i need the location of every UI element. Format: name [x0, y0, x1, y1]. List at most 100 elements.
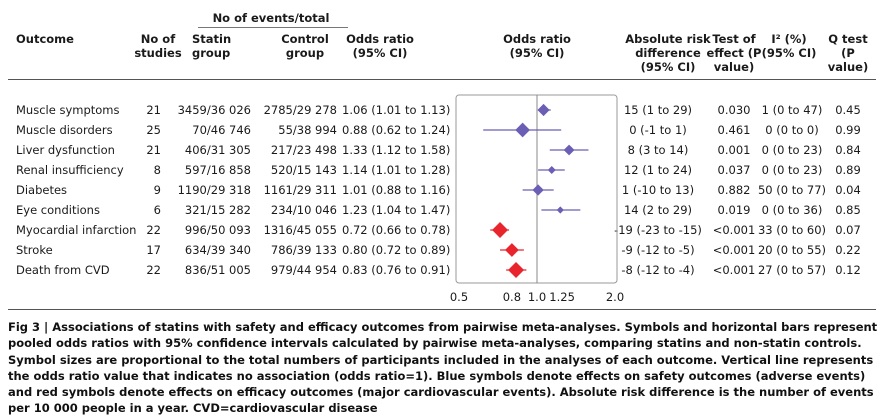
- bottom-rule: [8, 309, 876, 310]
- cell-control: 979/44 954: [270, 263, 337, 277]
- cell-i2: 20 (0 to 55): [757, 243, 827, 257]
- cell-q-test: 0.22: [835, 243, 861, 257]
- cell-outcome: Stroke: [16, 243, 53, 257]
- point-estimate-diamond: [532, 184, 544, 196]
- cell-control: 234/10 046: [270, 203, 337, 217]
- header-ard: Absolute risk difference (95% CI): [625, 32, 711, 74]
- header-outcome: Outcome: [16, 32, 74, 46]
- cell-q-test: 0.85: [835, 203, 861, 217]
- cell-ard: -8 (-12 to -4): [621, 263, 695, 277]
- point-estimate-diamond: [508, 262, 525, 278]
- x-tick-label: 0.8: [503, 290, 521, 304]
- header-q-test: Q test (P value): [827, 32, 869, 74]
- x-tick-label: 1.25: [549, 290, 575, 304]
- header-control: Control group: [281, 32, 329, 60]
- cell-statin: 3459/36 026: [177, 103, 251, 117]
- cell-test-effect: <0.001: [712, 223, 756, 237]
- cell-ard: 8 (3 to 14): [627, 143, 689, 157]
- cell-q-test: 0.89: [835, 163, 861, 177]
- cell-studies: 22: [146, 263, 161, 277]
- cell-control: 1316/45 055: [263, 223, 337, 237]
- x-tick-label: 1.0: [528, 290, 546, 304]
- cell-odds-ratio: 1.06 (1.01 to 1.13): [342, 103, 451, 117]
- header-test-effect: Test of effect (P value): [706, 32, 762, 74]
- forest-plot: 0.5 0.8 1.0 1.25 2.0: [450, 94, 624, 304]
- cell-odds-ratio: 1.01 (0.88 to 1.16): [342, 183, 451, 197]
- cell-i2: 27 (0 to 57): [757, 263, 827, 277]
- cell-statin: 70/46 746: [192, 123, 251, 137]
- cell-ard: 0 (-1 to 1): [629, 123, 687, 137]
- cell-statin: 996/50 093: [184, 223, 251, 237]
- cell-odds-ratio: 1.23 (1.04 to 1.47): [342, 203, 451, 217]
- cell-outcome: Myocardial infarction: [16, 223, 137, 237]
- header-no-studies: No of studies: [134, 32, 182, 60]
- cell-odds-ratio: 1.14 (1.01 to 1.28): [342, 163, 451, 177]
- point-estimate-diamond: [547, 165, 556, 175]
- cell-ard: 14 (2 to 29): [623, 203, 693, 217]
- cell-control: 786/39 133: [270, 243, 337, 257]
- cell-control: 1161/29 311: [263, 183, 337, 197]
- header-rule: [8, 79, 876, 80]
- header-i2: I² (%) (95% CI): [761, 32, 817, 60]
- cell-i2: 50 (0 to 77): [757, 183, 827, 197]
- cell-statin: 321/15 282: [184, 203, 251, 217]
- cell-control: 520/15 143: [270, 163, 337, 177]
- cell-i2: 0 (0 to 0): [765, 123, 819, 137]
- cell-q-test: 0.07: [835, 223, 861, 237]
- cell-q-test: 0.45: [835, 103, 861, 117]
- cell-test-effect: 0.882: [717, 183, 751, 197]
- cell-ard: -19 (-23 to -15): [614, 223, 702, 237]
- cell-statin: 597/16 858: [184, 163, 251, 177]
- x-tick-label: 2.0: [606, 290, 624, 304]
- cell-test-effect: <0.001: [712, 243, 756, 257]
- cell-studies: 25: [146, 123, 161, 137]
- cell-ard: -9 (-12 to -5): [621, 243, 695, 257]
- cell-q-test: 0.99: [835, 123, 861, 137]
- cell-odds-ratio: 0.72 (0.66 to 0.78): [342, 223, 451, 237]
- figure-caption: Fig 3 | Associations of statins with saf…: [8, 320, 878, 416]
- point-estimate-diamond: [492, 222, 508, 238]
- cell-control: 217/23 498: [270, 143, 337, 157]
- point-estimate-diamond: [515, 122, 530, 138]
- cell-outcome: Eye conditions: [16, 203, 100, 217]
- cell-outcome: Muscle symptoms: [16, 103, 120, 117]
- cell-outcome: Liver dysfunction: [16, 143, 115, 157]
- cell-q-test: 0.12: [835, 263, 861, 277]
- cell-outcome: Muscle disorders: [16, 123, 113, 137]
- point-estimate-diamond: [556, 206, 564, 214]
- cell-studies: 9: [153, 183, 161, 197]
- cell-statin: 1190/29 318: [177, 183, 251, 197]
- cell-ard: 15 (1 to 29): [623, 103, 693, 117]
- cell-ard: 1 (-10 to 13): [621, 183, 695, 197]
- point-estimate-diamond: [504, 243, 519, 257]
- cell-outcome: Diabetes: [16, 183, 68, 197]
- group-title: No of events/total: [212, 11, 330, 25]
- cell-studies: 22: [146, 223, 161, 237]
- cell-q-test: 0.04: [835, 183, 861, 197]
- cell-studies: 8: [153, 163, 161, 177]
- cell-test-effect: <0.001: [712, 263, 756, 277]
- header-or-plot: Odds ratio (95% CI): [503, 32, 571, 60]
- cell-outcome: Death from CVD: [16, 263, 110, 277]
- cell-test-effect: 0.461: [717, 123, 751, 137]
- header-statin: Statin group: [192, 32, 232, 60]
- x-tick-label: 0.5: [450, 290, 468, 304]
- cell-odds-ratio: 0.88 (0.62 to 1.24): [342, 123, 451, 137]
- cell-control: 55/38 994: [278, 123, 337, 137]
- cell-test-effect: 0.001: [717, 143, 751, 157]
- point-estimate-diamond: [563, 144, 575, 156]
- cell-statin: 406/31 305: [184, 143, 251, 157]
- cell-studies: 21: [146, 143, 161, 157]
- cell-control: 2785/29 278: [263, 103, 337, 117]
- point-estimate-diamond: [537, 103, 550, 117]
- cell-odds-ratio: 1.33 (1.12 to 1.58): [342, 143, 451, 157]
- cell-i2: 0 (0 to 23): [761, 143, 823, 157]
- group-title-rule: [198, 27, 348, 28]
- cell-studies: 21: [146, 103, 161, 117]
- cell-i2: 33 (0 to 60): [757, 223, 827, 237]
- cell-odds-ratio: 0.80 (0.72 to 0.89): [342, 243, 451, 257]
- cell-odds-ratio: 0.83 (0.76 to 0.91): [342, 263, 451, 277]
- cell-studies: 17: [146, 243, 161, 257]
- cell-test-effect: 0.019: [717, 203, 751, 217]
- cell-test-effect: 0.030: [717, 103, 751, 117]
